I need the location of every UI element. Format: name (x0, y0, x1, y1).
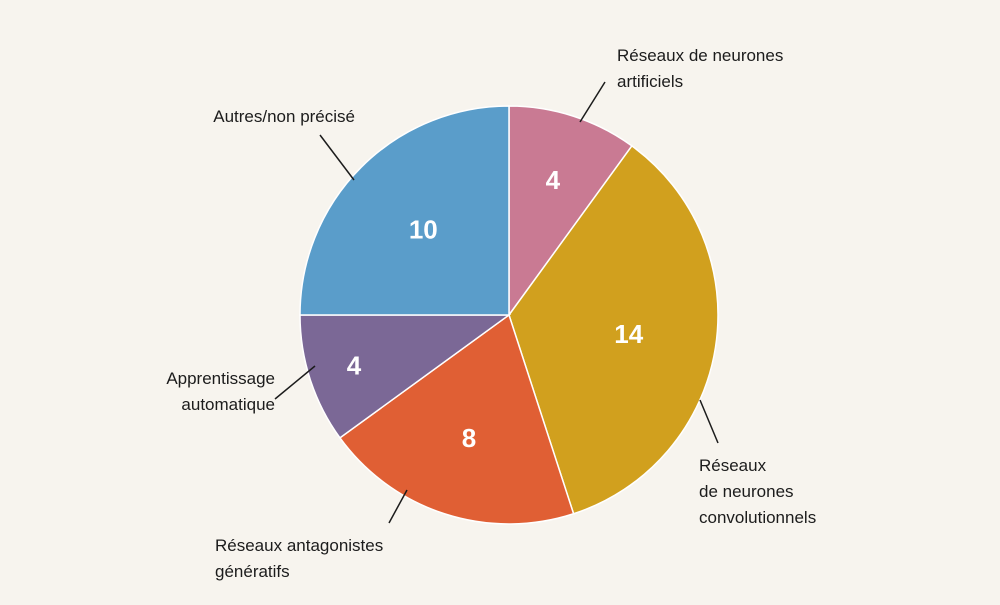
pie-value-label-autres-non-precise: 10 (409, 214, 438, 244)
pie-value-labels: 4 14 8 4 10 (347, 165, 644, 453)
category-label-apprentissage-automatique: Apprentissage automatique (166, 369, 275, 414)
pie-category-labels: Réseaux de neurones artificiels Réseaux de … (166, 46, 816, 581)
category-label-reseaux-antagonistes-generatifs: Réseaux antagonistes génératifs (215, 536, 383, 581)
pie-value-label-reseaux-de-neurones-convolutionnels: 14 (614, 319, 643, 349)
leader-line-reseaux-antagonistes-generatifs (388, 489, 408, 524)
pie-leader-lines (274, 81, 719, 524)
pie-value-label-apprentissage-automatique: 4 (347, 350, 362, 380)
pie-slice-reseaux-antagonistes-generatifs (338, 313, 575, 525)
pie-slice-reseaux-de-neurones-artificiels (508, 105, 633, 318)
leader-line-reseaux-de-neurones-artificiels (579, 81, 606, 123)
pie-slices (299, 105, 719, 525)
category-label-reseaux-de-neurones-convolutionnels: Réseaux de neurones convolutionnels (699, 456, 816, 527)
category-label-autres-non-precise: Autres/non précisé (213, 107, 355, 126)
pie-value-label-reseaux-antagonistes-generatifs: 8 (462, 423, 476, 453)
leader-line-reseaux-de-neurones-convolutionnels (699, 399, 719, 444)
leader-line-autres-non-precise (319, 134, 355, 181)
category-label-reseaux-de-neurones-artificiels: Réseaux de neurones artificiels (617, 46, 783, 91)
pie-slice-reseaux-de-neurones-convolutionnels (508, 144, 719, 515)
pie-slice-autres-non-precise (299, 105, 510, 316)
pie-slice-apprentissage-automatique (299, 314, 512, 439)
leader-line-apprentissage-automatique (274, 365, 316, 400)
pie-value-label-reseaux-de-neurones-artificiels: 4 (546, 165, 561, 195)
